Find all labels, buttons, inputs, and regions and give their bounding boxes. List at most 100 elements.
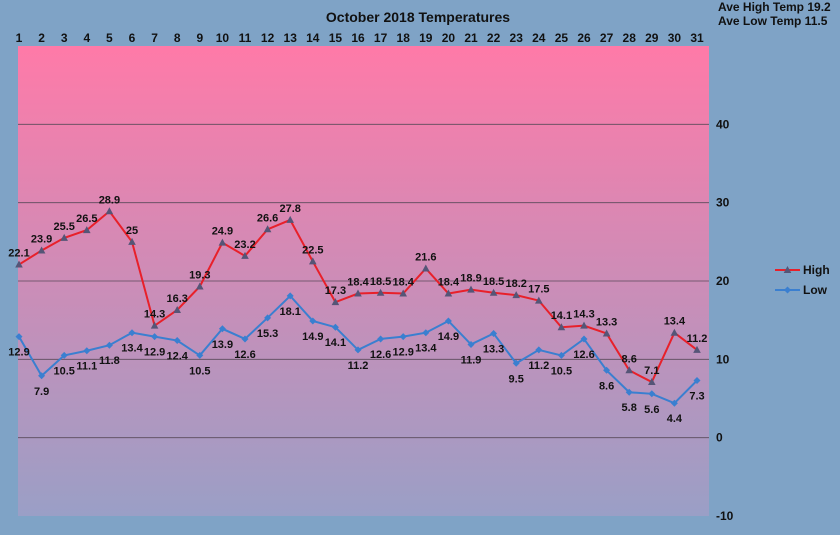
data-point	[15, 333, 23, 341]
chart-title: October 2018 Temperatures	[326, 9, 510, 25]
data-label: 11.1	[76, 361, 97, 373]
data-label: 15.3	[257, 328, 278, 340]
data-label: 12.6	[234, 349, 255, 361]
x-tick-label: 18	[397, 31, 411, 45]
data-point	[331, 323, 339, 331]
data-point	[625, 366, 633, 374]
x-tick-label: 30	[668, 31, 682, 45]
data-label: 18.4	[392, 277, 414, 289]
x-tick-label: 31	[690, 31, 704, 45]
data-label: 22.5	[302, 244, 323, 256]
data-point	[467, 285, 475, 293]
x-tick-label: 9	[196, 31, 203, 45]
data-point	[535, 296, 543, 304]
data-label: 14.3	[144, 309, 165, 321]
data-label: 7.9	[34, 386, 49, 398]
data-point	[83, 226, 91, 234]
data-label: 5.6	[644, 404, 659, 416]
x-tick-label: 3	[61, 31, 68, 45]
data-label: 13.4	[121, 343, 143, 355]
data-point	[354, 289, 362, 297]
x-tick-label: 25	[555, 31, 569, 45]
data-point	[196, 351, 204, 359]
x-tick-label: 4	[83, 31, 90, 45]
data-point	[354, 346, 362, 354]
x-tick-label: 13	[284, 31, 298, 45]
data-point	[625, 388, 633, 396]
data-label: 11.2	[528, 360, 549, 372]
data-label: 14.1	[325, 337, 346, 349]
data-point	[444, 317, 452, 325]
data-point	[490, 329, 498, 337]
y-axis-ticks: -10 0 10 20 30 40	[716, 117, 734, 523]
data-point	[512, 359, 520, 367]
data-point	[648, 390, 656, 398]
x-tick-label: 16	[351, 31, 365, 45]
data-point	[264, 314, 272, 322]
data-point	[693, 345, 701, 353]
data-label: 14.9	[302, 331, 323, 343]
data-point	[309, 317, 317, 325]
data-point	[241, 251, 249, 259]
data-point	[467, 340, 475, 348]
data-point	[241, 335, 249, 343]
data-label: 18.9	[460, 273, 481, 285]
data-point	[489, 288, 498, 296]
data-label: 22.1	[8, 248, 29, 260]
x-tick-label: 21	[464, 31, 478, 45]
data-label: 11.2	[687, 333, 708, 345]
data-label: 12.4	[166, 351, 188, 363]
data-point	[557, 323, 566, 331]
x-tick-label: 17	[374, 31, 388, 45]
data-point	[218, 325, 226, 333]
data-point	[105, 207, 114, 215]
y-tick-label: 30	[716, 196, 730, 210]
data-label: 18.4	[347, 277, 369, 289]
data-point	[218, 238, 227, 246]
data-label: 19.3	[189, 269, 210, 281]
y-tick-label: 10	[716, 352, 730, 366]
data-point	[444, 289, 453, 297]
y-tick-label: 0	[716, 431, 723, 445]
data-point	[377, 335, 385, 343]
data-label: 23.2	[234, 239, 255, 251]
data-label: 27.8	[279, 203, 300, 215]
data-point	[263, 225, 272, 233]
data-point	[648, 378, 656, 386]
data-label: 25	[126, 225, 138, 237]
y-tick-label: -10	[716, 509, 734, 523]
x-tick-label: 10	[216, 31, 230, 45]
data-label: 12.6	[573, 349, 594, 361]
data-label: 4.4	[667, 413, 683, 425]
x-tick-label: 20	[442, 31, 456, 45]
data-point	[83, 347, 91, 355]
data-point	[286, 292, 294, 300]
data-point	[15, 260, 23, 268]
x-tick-label: 29	[645, 31, 659, 45]
data-point	[38, 372, 46, 380]
x-tick-label: 5	[106, 31, 113, 45]
data-label: 11.2	[348, 360, 369, 372]
data-label: 18.2	[505, 278, 526, 290]
data-point	[173, 337, 181, 345]
data-point	[173, 305, 181, 313]
x-tick-label: 12	[261, 31, 275, 45]
data-label: 12.9	[144, 347, 165, 359]
data-label: 13.4	[415, 343, 437, 355]
data-label: 9.5	[509, 373, 524, 385]
data-point	[309, 257, 317, 265]
data-label: 16.3	[166, 293, 187, 305]
data-point	[670, 399, 678, 407]
data-point	[331, 298, 340, 306]
data-label: 10.5	[53, 365, 74, 377]
x-tick-label: 8	[174, 31, 181, 45]
data-label: 23.9	[31, 233, 52, 245]
data-label: 12.6	[370, 349, 391, 361]
data-point	[580, 335, 588, 343]
legend-label: High	[803, 263, 830, 277]
data-label: 17.3	[325, 285, 346, 297]
series-low: 12.97.910.5 11.1 11.813.4 12.9 12.410.513.91…	[8, 292, 705, 425]
x-tick-label: 28	[623, 31, 637, 45]
